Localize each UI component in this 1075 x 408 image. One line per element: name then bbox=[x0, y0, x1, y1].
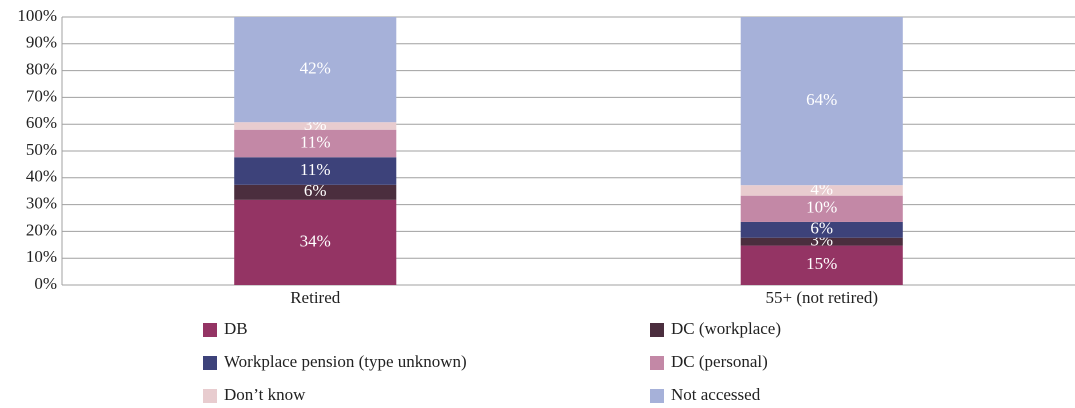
legend-label: Don’t know bbox=[224, 385, 306, 404]
legend-swatch bbox=[203, 356, 217, 370]
bar-segment bbox=[234, 122, 397, 130]
bar-segment bbox=[234, 17, 397, 123]
legend-label: DB bbox=[224, 319, 248, 338]
data-label: 10% bbox=[806, 198, 837, 217]
y-tick-label: 70% bbox=[26, 86, 57, 105]
y-tick-label: 30% bbox=[26, 194, 57, 213]
y-tick-label: 10% bbox=[26, 247, 57, 266]
legend-swatch bbox=[203, 323, 217, 337]
bar-segment bbox=[234, 184, 397, 200]
y-tick-label: 100% bbox=[17, 6, 57, 25]
data-label: 64% bbox=[806, 90, 837, 109]
x-tick-label: Retired bbox=[290, 288, 341, 307]
data-label: 11% bbox=[300, 160, 331, 179]
data-label: 34% bbox=[300, 231, 331, 250]
bar-segment bbox=[234, 199, 397, 285]
legend-swatch bbox=[203, 389, 217, 403]
legend-swatch bbox=[650, 356, 664, 370]
bar-segment bbox=[740, 237, 903, 246]
legend-label: Workplace pension (type unknown) bbox=[224, 352, 467, 371]
bar-segment bbox=[740, 17, 903, 186]
y-tick-label: 40% bbox=[26, 167, 57, 186]
data-label: 6% bbox=[304, 181, 327, 200]
data-label: 15% bbox=[806, 254, 837, 273]
bar-segment bbox=[234, 157, 397, 185]
legend-label: DC (personal) bbox=[671, 352, 768, 371]
bar-segment bbox=[234, 129, 397, 158]
y-tick-label: 50% bbox=[26, 140, 57, 159]
y-tick-label: 60% bbox=[26, 113, 57, 132]
y-tick-label: 20% bbox=[26, 220, 57, 239]
bar-segment bbox=[740, 245, 903, 285]
legend-swatch bbox=[650, 323, 664, 337]
y-tick-label: 90% bbox=[26, 33, 57, 52]
legend-label: DC (workplace) bbox=[671, 319, 781, 338]
legend-label: Not accessed bbox=[671, 385, 761, 404]
y-tick-label: 80% bbox=[26, 60, 57, 79]
bar-segment bbox=[740, 221, 903, 238]
data-label: 11% bbox=[300, 132, 331, 151]
x-tick-label: 55+ (not retired) bbox=[766, 288, 879, 307]
bar-segment bbox=[740, 185, 903, 196]
y-tick-label: 0% bbox=[34, 274, 57, 293]
data-label: 6% bbox=[810, 219, 833, 238]
bar-segment bbox=[740, 195, 903, 222]
legend-swatch bbox=[650, 389, 664, 403]
data-label: 42% bbox=[300, 59, 331, 78]
